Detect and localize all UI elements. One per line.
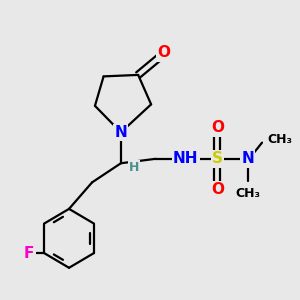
Text: F: F (24, 246, 34, 261)
Text: N: N (241, 151, 254, 166)
Text: CH₃: CH₃ (268, 133, 293, 146)
Text: O: O (211, 120, 224, 135)
Text: O: O (211, 182, 224, 197)
Text: N: N (115, 125, 127, 140)
Text: CH₃: CH₃ (235, 187, 260, 200)
Text: S: S (212, 151, 223, 166)
Text: O: O (158, 45, 171, 60)
Text: H: H (129, 160, 139, 174)
Text: NH: NH (173, 151, 198, 166)
